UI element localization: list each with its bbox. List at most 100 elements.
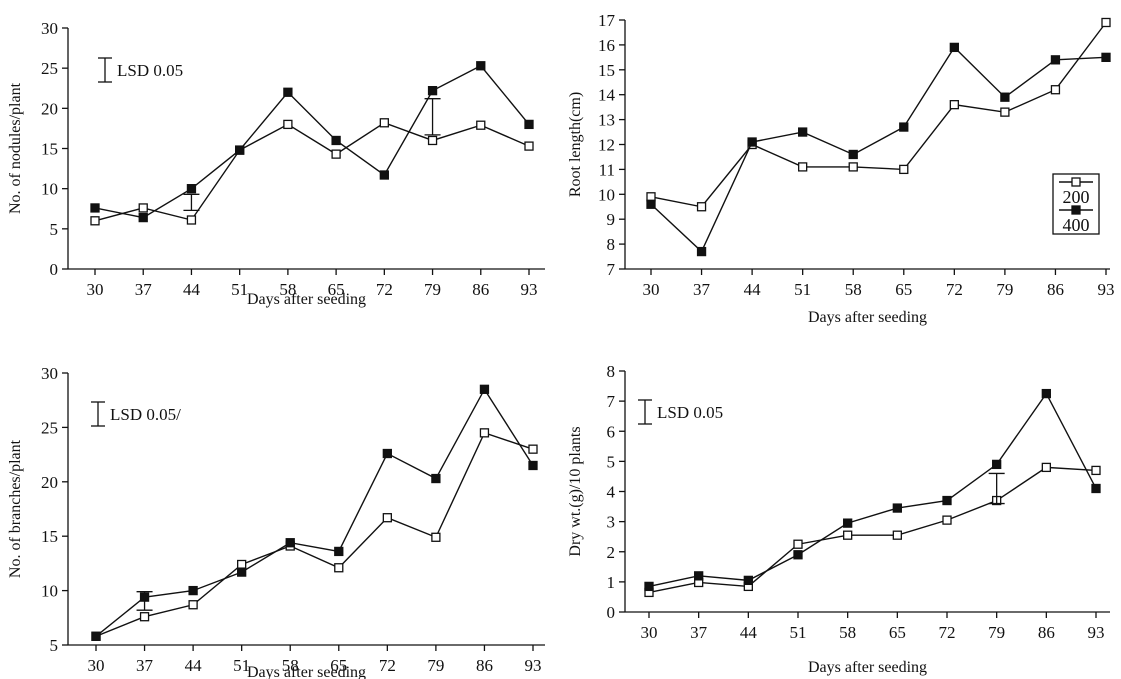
data-point-400 xyxy=(1041,388,1051,399)
data-point-400 xyxy=(949,42,959,53)
y-tick-label: 20 xyxy=(41,99,58,118)
data-point-400 xyxy=(91,631,101,641)
x-tick-label: 51 xyxy=(231,280,248,299)
x-tick-label: 72 xyxy=(376,280,393,299)
y-tick-label: 8 xyxy=(607,235,616,254)
panel-1: 0 5 10 15 20 25 30 30 37 44 51 58 65 72 79 86 93 Days aft… xyxy=(7,19,545,308)
x-tick-label: 44 xyxy=(740,623,758,642)
y-tick-label: 10 xyxy=(598,185,615,204)
x-tick-label: 79 xyxy=(427,656,444,675)
data-point-400 xyxy=(90,203,100,213)
data-point-400 xyxy=(283,87,293,97)
x-tick-label: 58 xyxy=(279,280,296,299)
x-tick-label: 65 xyxy=(330,656,347,675)
data-point-400 xyxy=(992,459,1002,470)
legend-marker-400 xyxy=(1071,205,1081,215)
y-tick-label: 2 xyxy=(607,543,616,562)
data-point-200 xyxy=(848,162,858,172)
y-tick-label: 10 xyxy=(41,180,58,199)
series-line-200 xyxy=(95,431,534,637)
panel-2: 7 8 9 10 11 12 13 14 15 16 17 30 37 44 51 58 65 72 79 86 93 D… xyxy=(567,11,1115,326)
data-point-400 xyxy=(848,149,858,160)
y-tick-label: 16 xyxy=(598,36,615,55)
data-point-400 xyxy=(1000,92,1010,102)
lsd-label: LSD 0.05 xyxy=(117,61,183,80)
x-tick-label: 37 xyxy=(690,623,708,642)
x-tick-label: 93 xyxy=(1098,280,1115,299)
legend-label-400: 400 xyxy=(1063,215,1090,235)
x-tick-label: 72 xyxy=(379,656,396,675)
y-tick-label: 12 xyxy=(598,136,615,155)
y-tick-label: 0 xyxy=(50,260,59,279)
data-point-200 xyxy=(892,530,902,540)
x-tick-label: 30 xyxy=(643,280,660,299)
data-point-400 xyxy=(892,503,902,513)
data-point-200 xyxy=(431,532,441,542)
x-tick-label: 37 xyxy=(135,280,153,299)
y-tick-label: 7 xyxy=(607,392,616,411)
data-point-200 xyxy=(237,559,247,570)
x-tick-label: 37 xyxy=(693,280,711,299)
data-point-200 xyxy=(798,162,808,172)
data-point-200 xyxy=(476,120,486,130)
data-point-400 xyxy=(694,571,704,581)
data-point-200 xyxy=(1091,465,1101,476)
data-point-200 xyxy=(479,428,490,438)
x-tick-label: 72 xyxy=(939,623,956,642)
x-tick-label: 72 xyxy=(946,280,963,299)
y-tick-label: 8 xyxy=(607,362,616,381)
y-tick-label: 30 xyxy=(41,364,58,383)
x-axis-label: Days after seeding xyxy=(247,664,366,679)
x-axis-label: Days after seeding xyxy=(247,291,366,308)
data-point-400 xyxy=(382,448,392,459)
series-line-400 xyxy=(650,46,1107,253)
x-tick-label: 93 xyxy=(525,656,542,675)
x-tick-label: 79 xyxy=(424,280,441,299)
data-point-200 xyxy=(646,192,656,202)
legend-label-200: 200 xyxy=(1063,187,1090,207)
y-tick-label: 25 xyxy=(41,59,58,78)
data-point-400 xyxy=(528,460,538,471)
y-tick-label: 5 xyxy=(607,452,616,471)
data-point-400 xyxy=(798,127,808,137)
data-point-400 xyxy=(942,495,952,506)
x-tick-label: 51 xyxy=(233,656,250,675)
series-line-200 xyxy=(648,466,1097,594)
data-point-400 xyxy=(747,137,757,147)
y-tick-label: 15 xyxy=(41,527,58,546)
data-point-200 xyxy=(331,149,341,159)
x-tick-label: 30 xyxy=(641,623,658,642)
data-point-200 xyxy=(899,164,909,175)
data-point-400 xyxy=(524,119,534,130)
x-tick-label: 58 xyxy=(845,280,862,299)
legend-marker-200 xyxy=(1071,177,1081,187)
data-point-400 xyxy=(899,122,909,132)
data-point-400 xyxy=(644,581,654,592)
x-tick-label: 51 xyxy=(790,623,807,642)
data-point-400 xyxy=(235,145,245,155)
y-axis-label: Dry wt.(g)/10 plants xyxy=(567,426,584,556)
data-point-200 xyxy=(843,530,853,540)
x-tick-label: 30 xyxy=(88,656,105,675)
data-point-200 xyxy=(793,539,803,549)
x-tick-label: 58 xyxy=(282,656,299,675)
data-point-200 xyxy=(334,563,344,573)
data-point-400 xyxy=(334,546,344,557)
y-tick-label: 4 xyxy=(607,483,616,502)
y-axis-label: No. of branches/plant xyxy=(7,439,24,578)
x-tick-label: 93 xyxy=(521,280,538,299)
data-point-200 xyxy=(379,118,389,128)
series-line-400 xyxy=(94,64,530,219)
series-line-200 xyxy=(650,22,1107,208)
data-point-400 xyxy=(479,384,490,394)
data-point-400 xyxy=(237,567,247,577)
y-tick-label: 11 xyxy=(599,160,615,179)
data-point-200 xyxy=(524,141,534,151)
data-point-200 xyxy=(427,135,438,146)
x-tick-label: 65 xyxy=(328,280,345,299)
x-tick-label: 79 xyxy=(988,623,1005,642)
y-tick-label: 14 xyxy=(598,86,616,105)
y-tick-label: 20 xyxy=(41,473,58,492)
y-axis-label: No. of nodules/plant xyxy=(7,82,24,214)
